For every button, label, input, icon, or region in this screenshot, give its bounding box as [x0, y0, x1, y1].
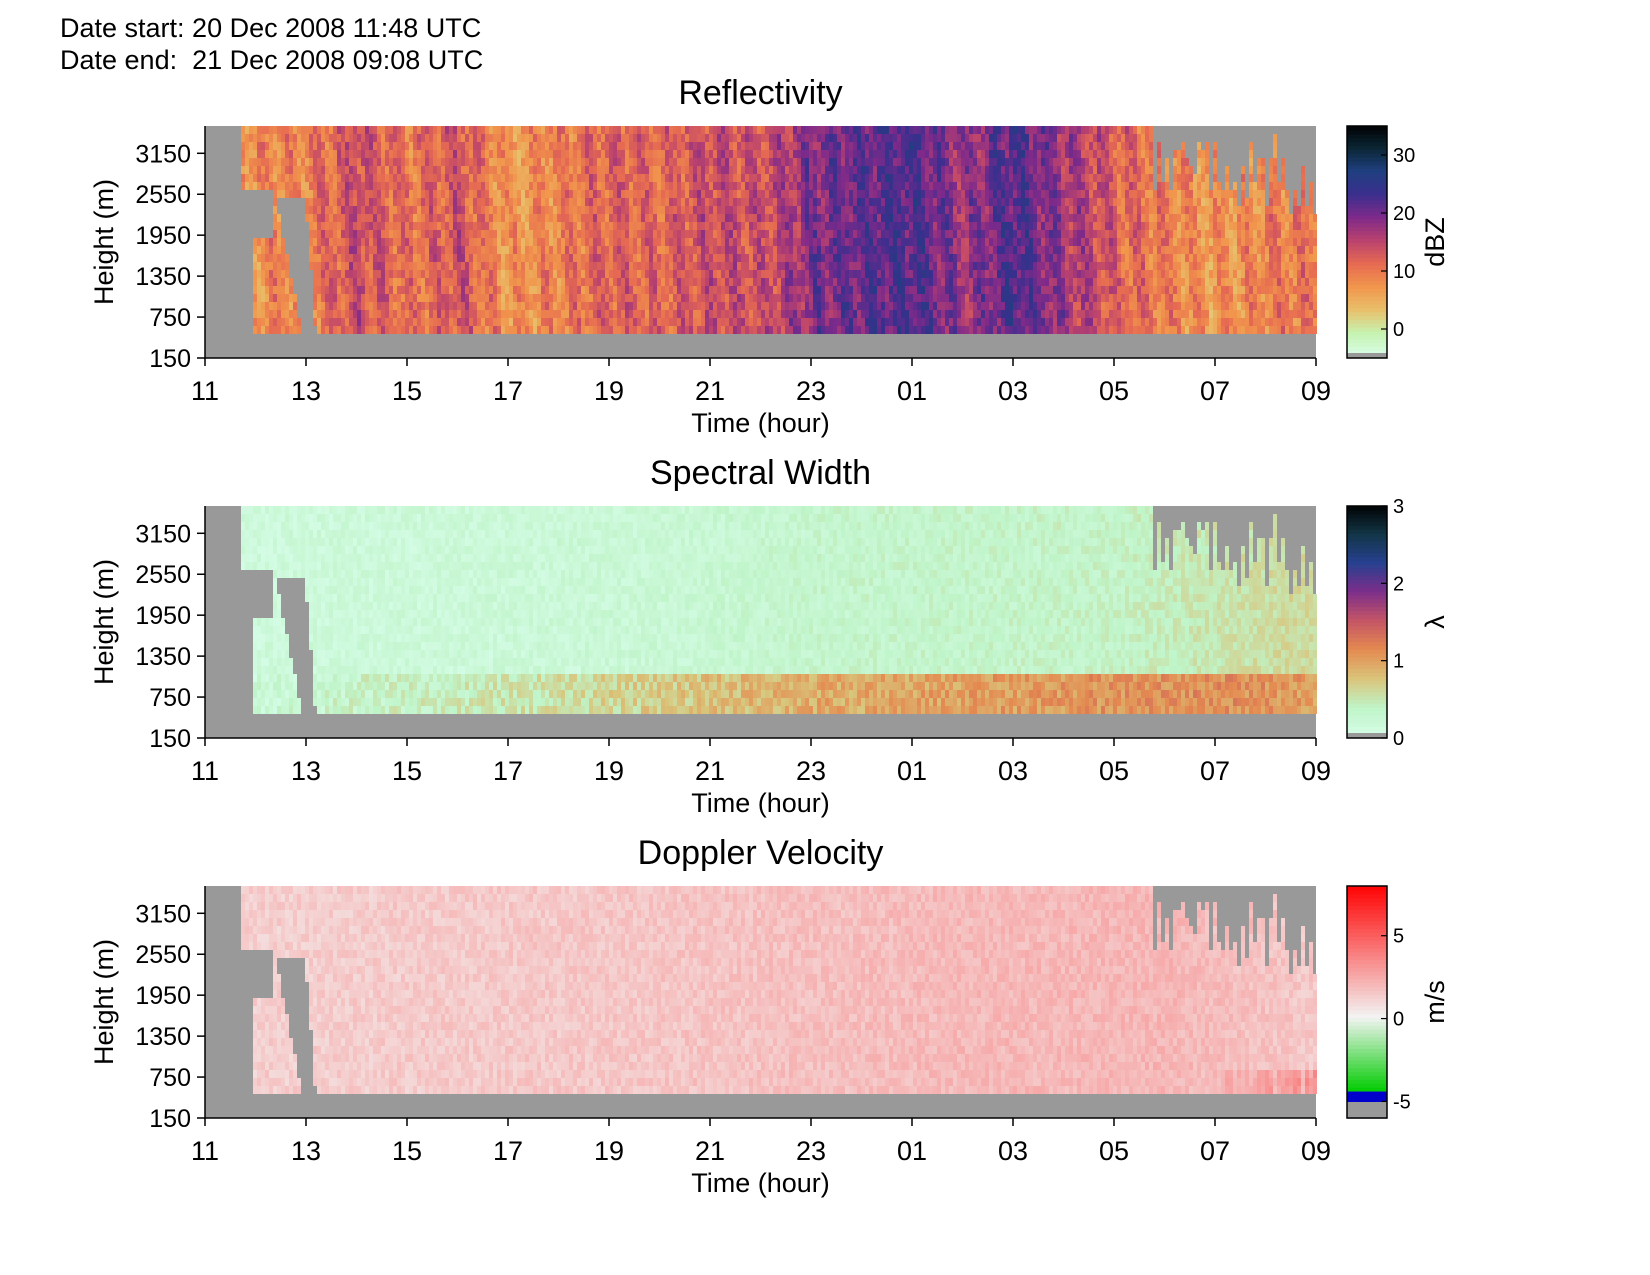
- x-tick-label: 09: [1301, 1136, 1331, 1166]
- panel-doppler-velocity: Doppler Velocity150750135019502550315011…: [89, 834, 1450, 1198]
- y-tick-label: 750: [149, 304, 191, 332]
- x-tick-label: 17: [493, 1136, 523, 1166]
- x-tick-label: 05: [1099, 376, 1129, 406]
- y-axis-label: Height (m): [89, 179, 119, 305]
- y-tick-label: 2550: [135, 941, 191, 969]
- y-tick-label: 1950: [135, 222, 191, 250]
- panel-title: Doppler Velocity: [638, 834, 884, 872]
- y-tick-label: 2550: [135, 181, 191, 209]
- x-tick-label: 01: [897, 376, 927, 406]
- y-tick-label: 1350: [135, 1023, 191, 1051]
- colorbar-frame: [1346, 505, 1388, 739]
- x-tick-label: 19: [594, 1136, 624, 1166]
- colorbar-tick-label: 3: [1393, 496, 1404, 518]
- panel-title: Spectral Width: [650, 454, 871, 492]
- colorbar-tick-label: 10: [1393, 261, 1415, 283]
- x-tick-label: 15: [392, 1136, 422, 1166]
- x-tick-label: 23: [796, 756, 826, 786]
- y-tick-label: 3150: [135, 140, 191, 168]
- x-tick-label: 11: [191, 376, 219, 406]
- colorbar-nodata: [1347, 733, 1387, 738]
- colorbar-label: λ: [1420, 615, 1450, 629]
- x-tick-label: 01: [897, 756, 927, 786]
- colorbar-tick-label: 5: [1393, 926, 1404, 948]
- x-tick-label: 01: [897, 1136, 927, 1166]
- y-tick-label: 150: [149, 345, 191, 373]
- y-tick-label: 3150: [135, 900, 191, 928]
- x-tick-label: 19: [594, 376, 624, 406]
- x-tick-label: 11: [191, 1136, 219, 1166]
- x-axis-label: Time (hour): [691, 408, 830, 438]
- x-tick-label: 05: [1099, 756, 1129, 786]
- colorbar-tick-label: 2: [1393, 573, 1404, 595]
- x-tick-label: 15: [392, 376, 422, 406]
- x-tick-label: 07: [1200, 376, 1230, 406]
- x-tick-label: 13: [291, 1136, 321, 1166]
- y-axis-label: Height (m): [89, 939, 119, 1065]
- x-tick-label: 13: [291, 376, 321, 406]
- colorbar-frame: [1346, 125, 1388, 359]
- x-tick-label: 05: [1099, 1136, 1129, 1166]
- x-tick-label: 23: [796, 376, 826, 406]
- colorbar-tick-label: 1: [1393, 651, 1404, 673]
- y-tick-label: 750: [149, 1064, 191, 1092]
- colorbar-nodata: [1347, 1102, 1387, 1118]
- colorbar-nodata: [1347, 353, 1387, 358]
- y-tick-label: 150: [149, 725, 191, 753]
- date-end-label: Date end: 21 Dec 2008 09:08 UTC: [60, 44, 483, 76]
- colorbar-tick-label: 0: [1393, 1009, 1404, 1031]
- y-tick-label: 1350: [135, 263, 191, 291]
- x-axis-label: Time (hour): [691, 1168, 830, 1198]
- x-tick-label: 21: [695, 1136, 725, 1166]
- x-tick-label: 15: [392, 756, 422, 786]
- x-tick-label: 07: [1200, 1136, 1230, 1166]
- x-tick-label: 21: [695, 376, 725, 406]
- colorbar-tick-label: 0: [1393, 728, 1404, 750]
- x-tick-label: 03: [998, 756, 1028, 786]
- x-tick-label: 11: [191, 756, 219, 786]
- colorbar: -5 0 5 m/s: [1346, 885, 1450, 1119]
- x-tick-label: 19: [594, 756, 624, 786]
- colorbar-tick-label: 0: [1393, 319, 1404, 341]
- y-axis-label: Height (m): [89, 559, 119, 685]
- x-tick-label: 17: [493, 756, 523, 786]
- x-tick-label: 21: [695, 756, 725, 786]
- x-tick-label: 03: [998, 376, 1028, 406]
- y-tick-label: 750: [149, 684, 191, 712]
- y-tick-label: 1950: [135, 982, 191, 1010]
- date-start-label: Date start: 20 Dec 2008 11:48 UTC: [60, 12, 481, 44]
- colorbar-tick-label: 30: [1393, 145, 1415, 167]
- x-tick-label: 07: [1200, 756, 1230, 786]
- colorbar-label: dBZ: [1420, 217, 1450, 267]
- colorbar-label: m/s: [1420, 980, 1450, 1024]
- colorbar-tick-label: 20: [1393, 203, 1415, 225]
- x-axis-label: Time (hour): [691, 788, 830, 818]
- x-tick-label: 09: [1301, 756, 1331, 786]
- colorbar: 0 10 20 30 dBZ: [1346, 125, 1450, 359]
- x-tick-label: 23: [796, 1136, 826, 1166]
- y-tick-label: 3150: [135, 520, 191, 548]
- colorbar: 0 1 2 3 λ: [1346, 496, 1450, 750]
- y-tick-label: 150: [149, 1105, 191, 1133]
- x-tick-label: 17: [493, 376, 523, 406]
- y-tick-label: 2550: [135, 561, 191, 589]
- panel-title: Reflectivity: [678, 74, 842, 112]
- colorbar-frame: [1346, 885, 1388, 1119]
- x-tick-label: 03: [998, 1136, 1028, 1166]
- x-tick-label: 13: [291, 756, 321, 786]
- colorbar-tick-label: -5: [1393, 1091, 1411, 1113]
- y-tick-label: 1950: [135, 602, 191, 630]
- y-tick-label: 1350: [135, 643, 191, 671]
- x-tick-label: 09: [1301, 376, 1331, 406]
